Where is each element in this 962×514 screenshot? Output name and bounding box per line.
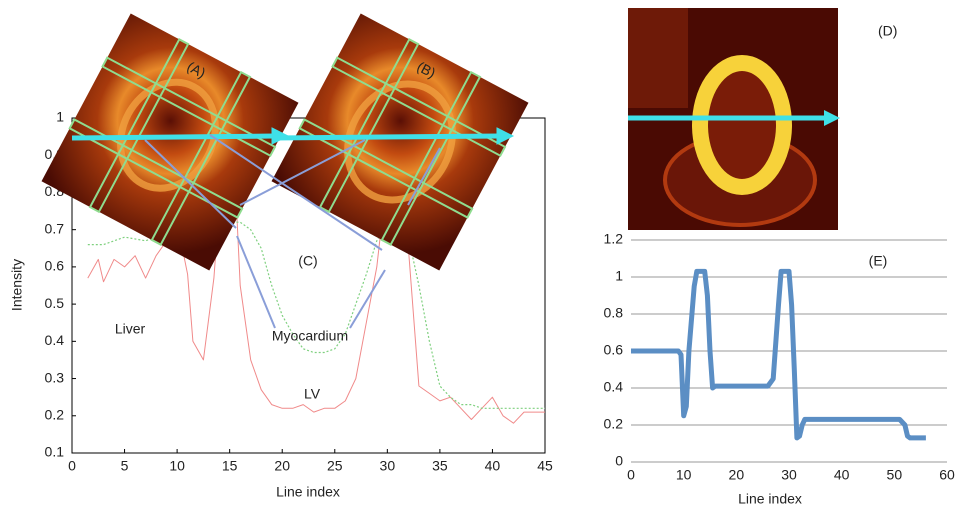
y-tick-label: 1.2 — [604, 231, 624, 247]
y-tick-label: 1 — [56, 109, 64, 125]
y-tick-label: 0 — [615, 453, 623, 469]
image-a: (A) — [42, 14, 299, 271]
y-tick-label: 0.6 — [45, 258, 65, 274]
x-tick-label: 40 — [485, 458, 501, 474]
x-tick-label: 5 — [121, 458, 129, 474]
panel-label: (D) — [878, 23, 897, 39]
x-tick-label: 10 — [676, 467, 692, 483]
image-d — [628, 8, 840, 230]
x-tick-label: 35 — [432, 458, 448, 474]
x-tick-label: 20 — [729, 467, 745, 483]
x-tick-label: 0 — [68, 458, 76, 474]
chart-title: (E) — [869, 253, 888, 269]
y-tick-label: 0.5 — [45, 295, 65, 311]
x-tick-label: 20 — [274, 458, 290, 474]
x-tick-label: 25 — [327, 458, 343, 474]
x-tick-label: 10 — [169, 458, 185, 474]
y-tick-label: 0.2 — [45, 406, 65, 422]
y-axis-label: Intensity — [9, 259, 25, 311]
y-tick-label: 0.4 — [45, 332, 65, 348]
annotation: LV — [304, 386, 321, 402]
x-tick-label: 15 — [222, 458, 238, 474]
y-tick-label: 0.7 — [45, 220, 65, 236]
x-axis-label: Line index — [738, 491, 802, 507]
x-axis-label: Line index — [276, 484, 340, 500]
y-tick-label: 0.4 — [604, 379, 624, 395]
data-line — [631, 271, 926, 438]
x-tick-label: 50 — [887, 467, 903, 483]
x-tick-label: 30 — [781, 467, 797, 483]
figure: 0.10.20.30.40.50.60.70.80.91051015202530… — [0, 0, 962, 514]
annotation: Liver — [115, 321, 146, 337]
image-b: (B) — [272, 14, 529, 271]
annotation: Myocardium — [272, 328, 348, 344]
y-tick-label: 0.6 — [604, 342, 624, 358]
annotation: (C) — [298, 253, 317, 269]
y-tick-label: 1 — [615, 268, 623, 284]
chart-e: 0 0.2 0.4 0.6 0.8 1 1.2 0 10 20 30 40 50 60 Line index… — [604, 231, 955, 507]
x-tick-label: 60 — [939, 467, 955, 483]
y-tick-label: 0.3 — [45, 369, 65, 385]
y-tick-label: 0.1 — [45, 444, 65, 460]
data-line — [88, 219, 545, 409]
x-tick-label: 30 — [380, 458, 396, 474]
y-tick-label: 0.8 — [604, 305, 624, 321]
x-tick-label: 40 — [834, 467, 850, 483]
x-tick-label: 45 — [537, 458, 553, 474]
x-tick-label: 0 — [627, 467, 635, 483]
y-tick-label: 0.2 — [604, 416, 624, 432]
